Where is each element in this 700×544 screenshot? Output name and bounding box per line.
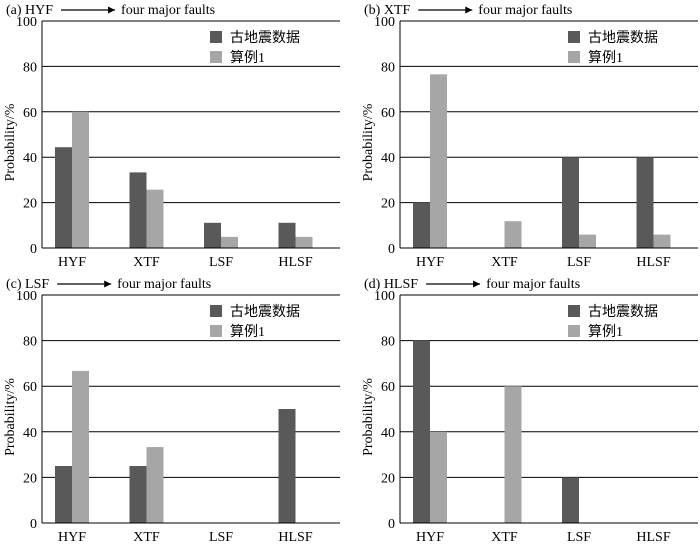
- x-tick-label: XTF: [133, 255, 160, 270]
- x-tick-label: LSF: [567, 530, 591, 544]
- legend-swatch: [568, 51, 580, 63]
- x-tick-label: XTF: [133, 530, 160, 544]
- y-tick-label: 80: [23, 60, 37, 75]
- y-axis-label: Probability/%: [3, 103, 18, 181]
- panel-title: (c) LSF: [6, 277, 49, 292]
- legend-label: 古地震数据: [230, 30, 300, 46]
- y-tick-label: 100: [16, 289, 37, 304]
- y-tick-label: 20: [381, 197, 395, 212]
- y-axis-label: Probability/%: [361, 103, 376, 181]
- y-tick-label: 60: [381, 380, 395, 395]
- bar-series1-hyf: [413, 340, 430, 523]
- x-tick-label: XTF: [491, 255, 518, 270]
- y-tick-label: 60: [23, 106, 37, 121]
- x-tick-label: HYF: [416, 255, 444, 270]
- legend-label: 算例1: [588, 50, 623, 66]
- bar-series2-lsf: [579, 234, 596, 248]
- x-tick-label: LSF: [209, 530, 233, 544]
- y-tick-label: 0: [30, 242, 37, 257]
- x-tick-label: HLSF: [278, 530, 312, 544]
- bar-series1-xtf: [129, 172, 147, 248]
- legend-swatch: [210, 31, 222, 43]
- legend-swatch: [210, 325, 222, 337]
- chart-panel-1: 0 20 40 60 80 100 HYF XTF LSF HLSF Probability/% (a…: [3, 3, 340, 270]
- bar-series2-hyf: [430, 431, 447, 523]
- bar-series2-xtf: [504, 221, 522, 248]
- bar-series2-hlsf: [295, 236, 313, 248]
- y-tick-label: 40: [381, 151, 395, 166]
- x-tick-label: HYF: [416, 530, 444, 544]
- y-tick-label: 0: [388, 517, 395, 532]
- y-tick-label: 0: [388, 242, 395, 257]
- bar-series2-hyf: [72, 370, 89, 523]
- y-tick-label: 80: [381, 60, 395, 75]
- y-tick-label: 60: [23, 380, 37, 395]
- bar-series2-xtf: [146, 189, 164, 248]
- x-tick-label: LSF: [209, 255, 233, 270]
- panel-title: (b) XTF: [364, 3, 410, 18]
- bar-series1-hlsf: [278, 222, 296, 248]
- panel-title-suffix: four major faults: [486, 277, 580, 292]
- panel-title: (a) HYF: [6, 3, 53, 18]
- y-tick-label: 40: [23, 426, 37, 441]
- x-tick-label: HLSF: [636, 530, 670, 544]
- x-tick-label: XTF: [491, 530, 518, 544]
- bar-series1-hlsf: [636, 157, 654, 248]
- panel-title: (d) HLSF: [364, 277, 418, 292]
- x-tick-label: LSF: [567, 255, 591, 270]
- x-tick-label: HLSF: [278, 255, 312, 270]
- bar-series1-lsf: [562, 477, 579, 523]
- bar-series2-xtf: [146, 447, 164, 523]
- y-tick-label: 80: [23, 335, 37, 350]
- bar-series1-lsf: [562, 157, 579, 248]
- y-axis-label: Probability/%: [361, 378, 376, 456]
- bar-series1-hyf: [55, 466, 72, 523]
- legend-label: 古地震数据: [230, 304, 300, 320]
- legend-swatch: [210, 305, 222, 317]
- y-tick-label: 40: [381, 426, 395, 441]
- legend-swatch: [568, 31, 580, 43]
- bar-series1-hyf: [413, 202, 430, 248]
- legend-swatch: [210, 51, 222, 63]
- panel-title-suffix: four major faults: [117, 277, 211, 292]
- legend-label: 算例1: [230, 50, 265, 66]
- bar-series2-lsf: [221, 236, 238, 248]
- legend-label: 算例1: [588, 324, 623, 340]
- bar-series1-lsf: [204, 222, 221, 248]
- chart-panel-2: 0 20 40 60 80 100 HYF XTF LSF HLSF Probability/% (b…: [361, 3, 698, 270]
- chart-panel-4: 0 20 40 60 80 100 HYF XTF LSF HLSF Probability/% (d…: [361, 277, 698, 544]
- bar-series2-hyf: [72, 111, 89, 248]
- bar-series1-hyf: [55, 147, 72, 248]
- x-tick-label: HYF: [58, 255, 86, 270]
- y-tick-label: 40: [23, 151, 37, 166]
- y-axis-label: Probability/%: [3, 378, 18, 456]
- y-tick-label: 0: [30, 517, 37, 532]
- panel-title-suffix: four major faults: [121, 3, 215, 18]
- bar-series1-hlsf: [278, 409, 296, 523]
- x-tick-label: HLSF: [636, 255, 670, 270]
- legend-swatch: [568, 325, 580, 337]
- bar-series2-xtf: [504, 386, 522, 523]
- legend-label: 算例1: [230, 324, 265, 340]
- chart-panel-3: 0 20 40 60 80 100 HYF XTF LSF HLSF Probability/% (c…: [3, 277, 340, 544]
- y-tick-label: 20: [23, 471, 37, 486]
- bar-series2-hyf: [430, 74, 447, 248]
- bar-series1-xtf: [129, 466, 147, 523]
- x-tick-label: HYF: [58, 530, 86, 544]
- bar-series2-hlsf: [653, 234, 671, 248]
- y-tick-label: 20: [381, 471, 395, 486]
- y-tick-label: 100: [374, 289, 395, 304]
- y-tick-label: 100: [374, 15, 395, 30]
- legend-label: 古地震数据: [588, 30, 658, 46]
- y-tick-label: 20: [23, 197, 37, 212]
- legend-swatch: [568, 305, 580, 317]
- panel-title-suffix: four major faults: [478, 3, 572, 18]
- legend-label: 古地震数据: [588, 304, 658, 320]
- y-tick-label: 60: [381, 106, 395, 121]
- y-tick-label: 100: [16, 15, 37, 30]
- y-tick-label: 80: [381, 335, 395, 350]
